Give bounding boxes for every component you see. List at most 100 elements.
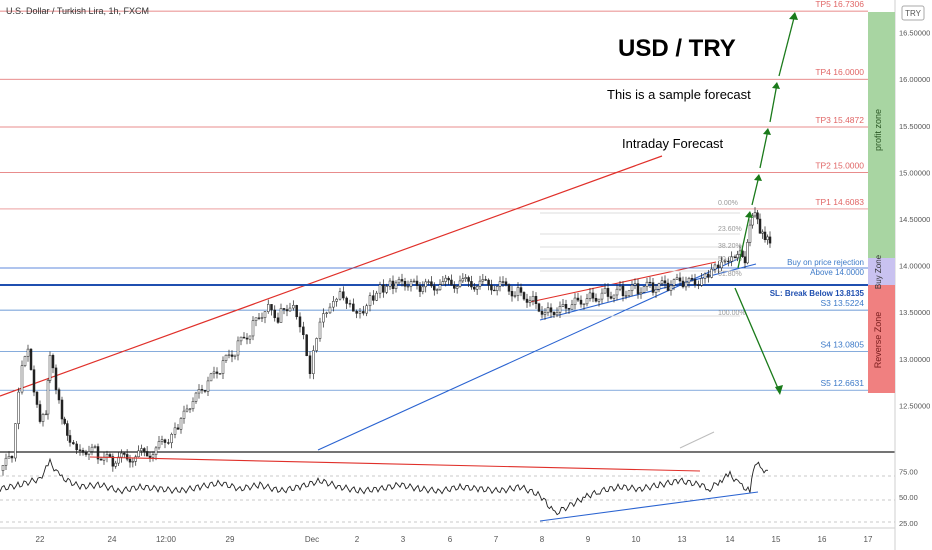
y-tick-label: 16.50000 xyxy=(899,29,930,38)
rsi-resistance-line xyxy=(89,456,701,472)
candle-body xyxy=(352,303,355,312)
candle-body xyxy=(382,284,385,293)
y-tick-label: 15.00000 xyxy=(899,168,930,177)
candle-body xyxy=(288,307,292,312)
candle-body xyxy=(20,365,24,393)
candle-body xyxy=(438,284,442,290)
level-label: TP4 16.0000 xyxy=(815,67,864,77)
rsi-pane[interactable] xyxy=(0,456,895,523)
candle-body xyxy=(345,297,348,304)
candle-body xyxy=(435,289,439,291)
candle-body xyxy=(194,392,198,402)
candle-body xyxy=(298,316,302,328)
candle-body xyxy=(621,285,625,297)
rsi-support-line xyxy=(539,491,759,522)
candle-body xyxy=(478,280,482,287)
candle-body xyxy=(342,291,345,299)
candle-body xyxy=(642,286,646,293)
candles[interactable] xyxy=(1,207,772,476)
candle-body xyxy=(215,371,219,374)
candle-body xyxy=(182,410,186,419)
candle-body xyxy=(197,389,201,394)
candle-body xyxy=(355,311,358,314)
x-tick-label: Dec xyxy=(305,535,319,544)
candle-body xyxy=(248,335,252,340)
candle-body xyxy=(78,449,82,451)
candle-body xyxy=(143,448,146,452)
x-tick-label: 29 xyxy=(226,535,235,544)
grey-projection-line xyxy=(679,431,715,449)
candle-body xyxy=(332,301,335,308)
candle-body xyxy=(35,391,39,405)
candle-body xyxy=(131,461,135,463)
candle-body xyxy=(362,311,365,314)
fib-label: 38.20% xyxy=(718,243,742,250)
candle-body xyxy=(743,256,747,264)
candle-body xyxy=(312,350,315,374)
candle-body xyxy=(44,413,48,416)
candle-body xyxy=(669,285,673,291)
currency-badge[interactable] xyxy=(901,5,925,21)
candle-body xyxy=(254,317,258,321)
candle-body xyxy=(394,282,398,289)
candle-body xyxy=(582,303,586,305)
reverse-zone xyxy=(868,285,895,393)
candle-body xyxy=(651,282,655,293)
candle-body xyxy=(90,446,94,452)
y-tick-label: 14.00000 xyxy=(899,262,930,271)
candle-body xyxy=(51,355,55,369)
candle-body xyxy=(713,264,717,270)
candle-body xyxy=(224,354,228,361)
candle-body xyxy=(125,454,129,460)
candle-body xyxy=(681,280,685,288)
blue-support-line-2 xyxy=(539,263,757,321)
candle-body xyxy=(84,452,88,455)
candle-body xyxy=(591,292,595,299)
forecast-arrow xyxy=(778,13,796,77)
candle-body xyxy=(167,442,170,444)
candle-body xyxy=(600,292,604,300)
candle-body xyxy=(453,284,456,289)
candle-body xyxy=(117,456,120,464)
candle-body xyxy=(624,295,628,297)
candle-body xyxy=(38,404,42,422)
candle-body xyxy=(179,418,183,430)
candle-body xyxy=(636,283,640,295)
level-label: TP1 14.6083 xyxy=(815,197,864,207)
rsi-tick-label: 25.00 xyxy=(899,519,918,528)
candle-body xyxy=(251,320,255,337)
candle-body xyxy=(627,290,631,296)
candle-body xyxy=(654,289,658,293)
candle-body xyxy=(528,300,532,303)
buy-zone-label: Buy Zone xyxy=(874,254,883,289)
fib-label: 100.00% xyxy=(718,310,746,317)
price-pane[interactable] xyxy=(0,0,895,452)
candle-body xyxy=(68,435,72,443)
x-tick-label: 9 xyxy=(586,535,591,544)
candle-body xyxy=(218,373,222,375)
candle-body xyxy=(519,287,523,293)
candle-body xyxy=(295,305,298,318)
candle-body xyxy=(335,298,338,302)
y-tick-label: 12.50000 xyxy=(899,401,930,410)
profit-zone xyxy=(868,12,895,258)
x-tick-label: 8 xyxy=(540,535,545,544)
candle-body xyxy=(612,294,616,299)
candle-body xyxy=(267,304,270,312)
fib-label: 50.00% xyxy=(718,256,742,263)
candle-body xyxy=(32,369,36,393)
candle-body xyxy=(504,281,508,286)
candle-body xyxy=(513,295,517,297)
candle-body xyxy=(484,279,487,281)
candle-body xyxy=(603,288,607,294)
candle-body xyxy=(400,279,404,282)
candle-body xyxy=(378,284,382,294)
candle-body xyxy=(441,281,445,285)
x-tick-label: 24 xyxy=(108,535,117,544)
candle-body xyxy=(203,390,207,392)
candle-body xyxy=(154,447,158,455)
candle-body xyxy=(328,306,332,314)
candle-body xyxy=(727,260,730,263)
candle-body xyxy=(206,380,210,392)
